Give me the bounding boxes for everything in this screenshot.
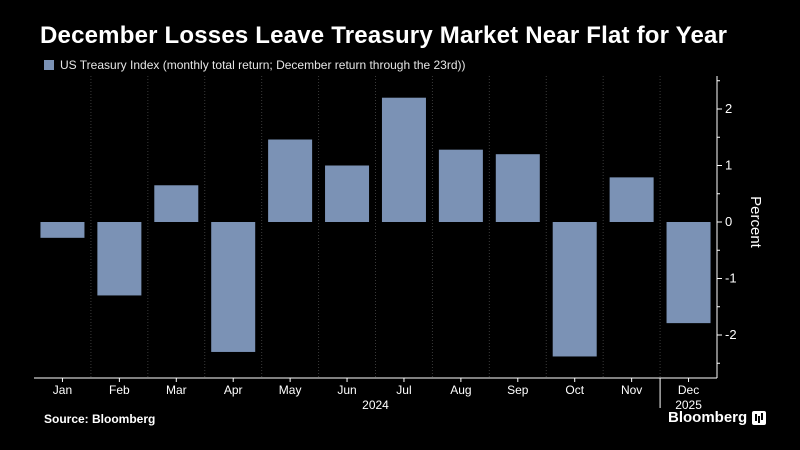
bar-jan [40, 222, 85, 238]
x-tick-label: Apr [224, 383, 243, 397]
x-tick-label: Mar [166, 383, 187, 397]
x-tick-label: Feb [109, 383, 130, 397]
y-tick-label: 2 [725, 101, 732, 116]
year-label-2024: 2024 [362, 398, 389, 412]
bar-feb [97, 222, 142, 296]
x-tick-label: Jun [337, 383, 356, 397]
x-tick-label: Jul [396, 383, 411, 397]
legend-label: US Treasury Index (monthly total return;… [60, 58, 466, 72]
x-tick-label: Dec [678, 383, 699, 397]
year-label-2025: 2025 [675, 398, 702, 412]
y-tick-label: -2 [725, 327, 737, 342]
bar-mar [154, 185, 199, 222]
bar-nov [609, 177, 654, 222]
bloomberg-logo: Bloomberg [668, 409, 767, 426]
bar-may [268, 139, 313, 222]
bar-sep [495, 154, 540, 222]
bar-jun [325, 165, 370, 222]
bar-dec [666, 222, 711, 324]
bloomberg-terminal-icon [752, 410, 767, 425]
x-tick-label: Nov [621, 383, 642, 397]
y-tick-label: 1 [725, 158, 732, 173]
bar-jul [381, 97, 426, 222]
x-tick-label: May [279, 383, 302, 397]
x-tick-label: Jan [53, 383, 72, 397]
x-tick-label: Oct [565, 383, 584, 397]
x-tick-label: Aug [450, 383, 471, 397]
legend-swatch [44, 60, 54, 70]
y-tick-label: -1 [725, 271, 737, 286]
bar-apr [211, 222, 256, 352]
x-tick-label: Sep [507, 383, 529, 397]
bar-oct [552, 222, 597, 357]
y-tick-label: 0 [725, 214, 732, 229]
bar-aug [438, 149, 483, 222]
y-axis-title: Percent [747, 196, 764, 249]
chart-title: December Losses Leave Treasury Market Ne… [40, 22, 728, 49]
brand-wordmark: Bloomberg [668, 409, 748, 426]
source-note: Source: Bloomberg [44, 412, 156, 426]
legend: US Treasury Index (monthly total return;… [44, 58, 466, 72]
